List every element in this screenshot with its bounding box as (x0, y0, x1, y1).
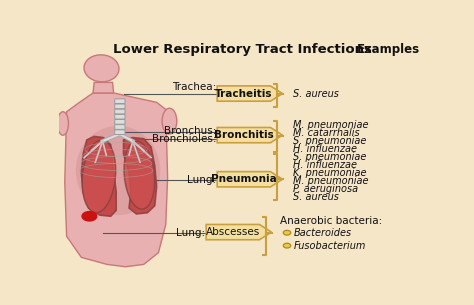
Ellipse shape (124, 141, 155, 209)
Text: Fusobacterium: Fusobacterium (293, 241, 365, 251)
Ellipse shape (84, 55, 119, 82)
Text: Abscesses: Abscesses (206, 227, 260, 237)
Text: Trachea:: Trachea: (172, 82, 217, 92)
Circle shape (283, 230, 291, 235)
Text: K. pneumoniae: K. pneumoniae (292, 168, 366, 178)
FancyBboxPatch shape (115, 125, 125, 129)
Ellipse shape (82, 140, 116, 213)
Text: M. catarrhalis: M. catarrhalis (292, 128, 359, 138)
Text: Bronchitis: Bronchitis (214, 130, 273, 140)
Text: Bronchus:: Bronchus: (164, 126, 217, 135)
Text: Examples: Examples (357, 43, 420, 56)
Polygon shape (124, 138, 156, 214)
Polygon shape (217, 86, 283, 101)
Circle shape (283, 243, 291, 248)
Text: S. pneumoniae: S. pneumoniae (292, 136, 366, 146)
Polygon shape (217, 172, 283, 187)
Text: Lower Respiratory Tract Infections: Lower Respiratory Tract Infections (113, 43, 373, 56)
Text: S. pneumoniae: S. pneumoniae (292, 152, 366, 162)
Text: M. pneumoniae: M. pneumoniae (292, 176, 368, 186)
Text: Lung:: Lung: (176, 228, 205, 238)
Text: Bronchioles:: Bronchioles: (152, 134, 217, 144)
Text: P. aeruginosa: P. aeruginosa (292, 184, 358, 194)
FancyBboxPatch shape (115, 109, 125, 114)
Text: H. influenzae: H. influenzae (292, 160, 356, 170)
Text: Bacteroides: Bacteroides (293, 228, 351, 238)
Text: S. aureus: S. aureus (292, 89, 338, 99)
FancyBboxPatch shape (115, 120, 125, 124)
Text: Pneumonia: Pneumonia (211, 174, 277, 184)
Text: S. aureus: S. aureus (292, 192, 338, 202)
Polygon shape (206, 224, 272, 240)
FancyBboxPatch shape (115, 99, 125, 103)
Ellipse shape (76, 126, 160, 215)
Circle shape (82, 212, 97, 221)
Text: Lung:: Lung: (187, 175, 217, 185)
Text: H. influenzae: H. influenzae (292, 144, 356, 154)
Polygon shape (82, 136, 116, 216)
FancyBboxPatch shape (115, 104, 125, 109)
Text: Anaerobic bacteria:: Anaerobic bacteria: (280, 216, 382, 226)
FancyBboxPatch shape (115, 114, 125, 119)
Text: Tracheitis: Tracheitis (215, 88, 273, 99)
Polygon shape (217, 127, 283, 143)
Polygon shape (65, 93, 168, 267)
FancyBboxPatch shape (115, 130, 125, 135)
Text: M. pneumoniae: M. pneumoniae (292, 120, 368, 130)
Ellipse shape (57, 112, 68, 135)
Ellipse shape (162, 108, 177, 134)
Polygon shape (93, 82, 114, 93)
